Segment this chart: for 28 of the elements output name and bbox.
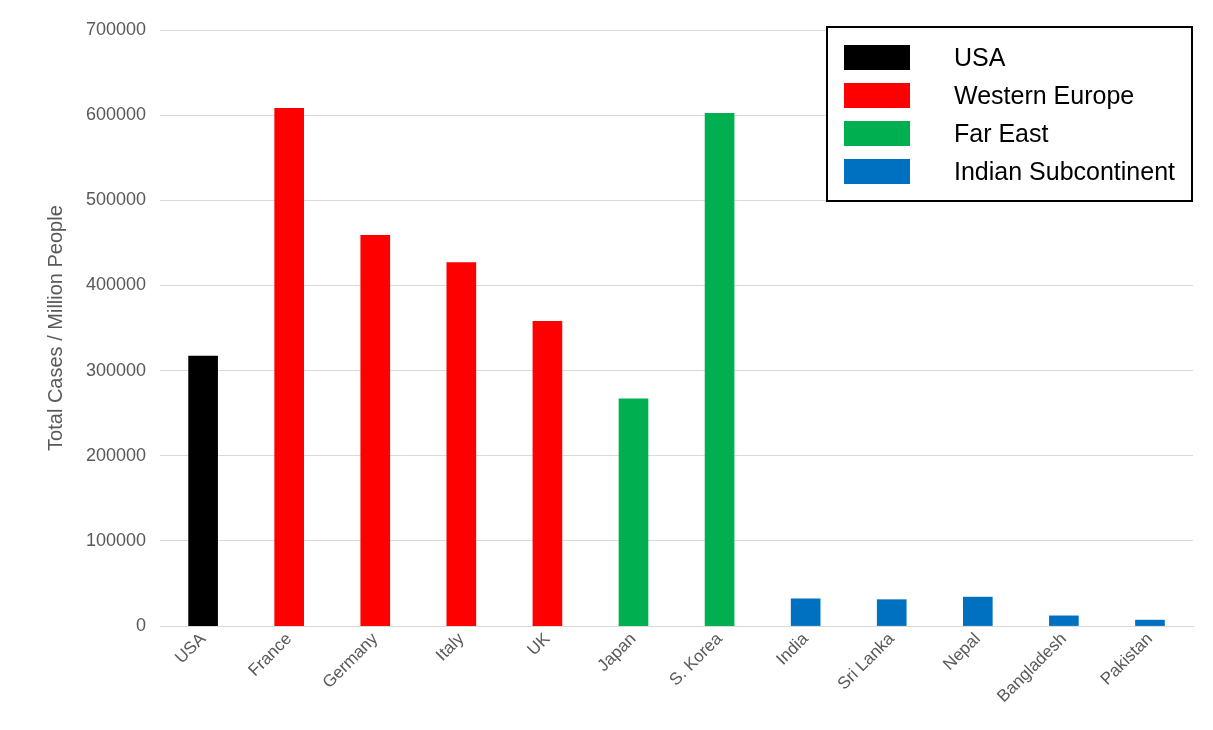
bar	[188, 355, 218, 626]
legend-label: Indian Subcontinent	[954, 156, 1176, 186]
bar	[1049, 615, 1079, 626]
y-tick-label: 300000	[85, 359, 147, 380]
bar	[704, 113, 735, 626]
bar	[274, 108, 305, 626]
x-tick-label: Italy	[431, 628, 468, 665]
x-tick-label: USA	[171, 628, 210, 668]
y-tick-label: 100000	[85, 529, 147, 550]
y-tick-label: 600000	[85, 104, 147, 125]
legend-label: Western Europe	[954, 80, 1135, 110]
bar	[446, 262, 477, 626]
y-axis-title: Total Cases / Million People	[43, 205, 66, 451]
y-tick-label: 700000	[85, 18, 147, 39]
bar	[618, 398, 649, 626]
legend-label: Far East	[954, 118, 1049, 148]
bar	[1135, 619, 1165, 626]
bar	[876, 599, 907, 626]
bar	[360, 234, 391, 626]
y-tick-label: 0	[136, 615, 147, 636]
y-tick-label: 500000	[85, 189, 147, 210]
x-tick-label: UK	[523, 628, 555, 660]
bar	[790, 598, 821, 626]
y-tick-label: 200000	[85, 444, 147, 465]
legend-label: USA	[954, 42, 1006, 72]
bar	[962, 596, 993, 626]
bar	[532, 320, 563, 626]
y-tick-label: 400000	[85, 274, 147, 295]
